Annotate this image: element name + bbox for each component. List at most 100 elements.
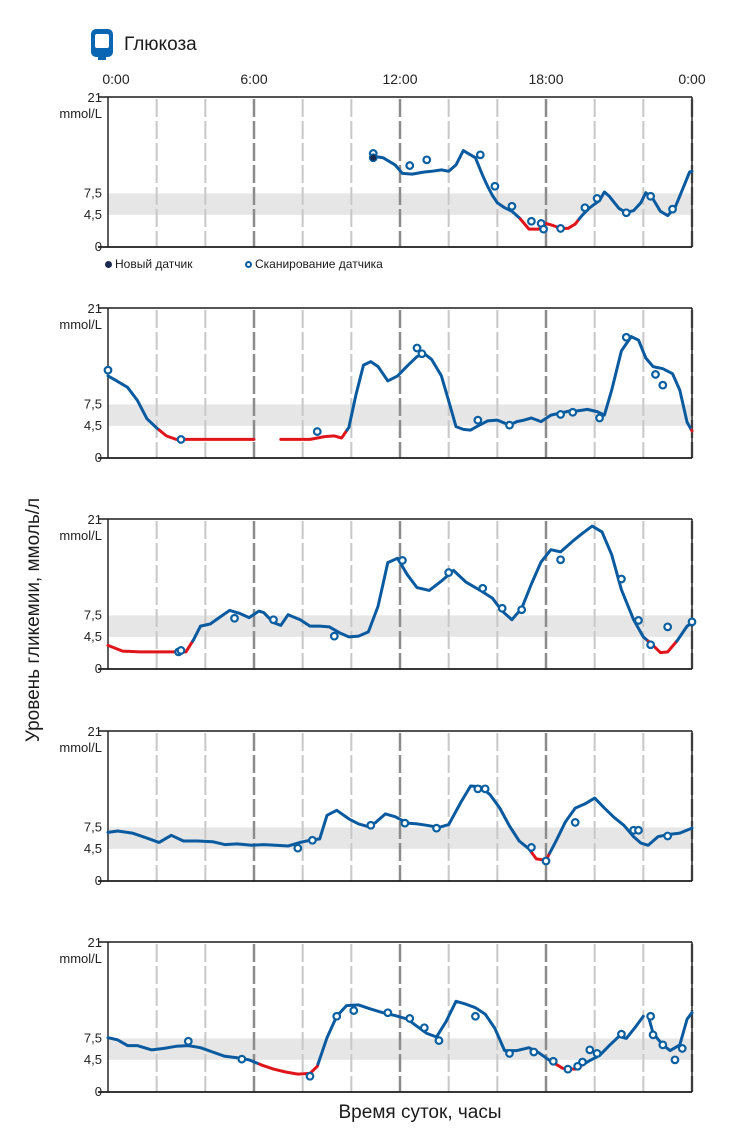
x-tick-label: 18:00	[528, 71, 563, 87]
low-glucose-line	[530, 851, 552, 862]
y-tick-label: 0	[95, 661, 102, 676]
y-tick-label: 4,5	[84, 207, 102, 222]
scan-marker	[349, 1006, 359, 1015]
new-sensor-marker	[370, 154, 377, 161]
y-unit-label: mmol/L	[59, 528, 102, 543]
y-tick-label: 21	[88, 90, 102, 105]
scan-marker	[527, 216, 536, 226]
scan-marker	[405, 1014, 415, 1023]
glucose-line	[316, 999, 558, 1066]
scan-marker	[422, 155, 432, 165]
scan-marker	[490, 181, 500, 191]
scan-marker-icon	[245, 261, 252, 269]
scan-marker	[570, 818, 580, 827]
y-tick-label: 21	[88, 512, 102, 527]
scan-marker	[507, 201, 517, 211]
scan-marker	[237, 1054, 247, 1064]
glucose-line	[582, 1014, 645, 1066]
scan-marker	[473, 415, 483, 425]
legend-item-new-sensor: Новый датчик	[105, 257, 193, 271]
scan-marker	[670, 1055, 680, 1065]
scan-marker	[312, 427, 322, 436]
scan-marker	[668, 204, 677, 214]
y-tick-label: 4,5	[84, 1052, 102, 1067]
legend-label-new-sensor: Новый датчик	[115, 257, 193, 271]
low-glucose-line	[157, 428, 256, 441]
scan-marker	[475, 150, 485, 160]
y-unit-label: mmol/L	[59, 951, 102, 966]
y-tick-label: 0	[95, 450, 102, 465]
scan-marker	[687, 617, 697, 627]
glucose-line	[345, 335, 694, 432]
y-tick-label: 0	[95, 1084, 102, 1099]
scan-marker	[505, 420, 514, 430]
y-tick-label: 4,5	[84, 418, 102, 433]
scan-marker	[658, 1040, 668, 1050]
scan-marker	[432, 823, 441, 833]
scan-marker	[405, 161, 415, 170]
y-axis-title: Уровень гликемии, ммоль/л	[23, 497, 44, 743]
scan-marker	[663, 831, 673, 841]
glucose-line	[191, 524, 650, 643]
new-sensor-marker-icon	[105, 261, 112, 269]
glucose-reader-icon	[91, 29, 113, 60]
x-tick-label: 12:00	[382, 71, 417, 87]
scan-marker	[103, 365, 113, 375]
x-tick-label: 0:00	[678, 71, 705, 87]
y-tick-label: 7,5	[84, 1030, 102, 1045]
x-axis-title: Время суток, часы	[338, 1102, 502, 1123]
scan-marker	[651, 370, 660, 379]
low-glucose-line	[279, 428, 349, 441]
y-tick-label: 7,5	[84, 607, 102, 622]
scan-marker	[366, 820, 376, 830]
scan-marker	[592, 1049, 602, 1058]
scan-marker	[585, 1045, 595, 1055]
y-tick-label: 4,5	[84, 629, 102, 644]
scan-marker	[556, 555, 565, 565]
scan-marker	[473, 784, 483, 794]
scan-marker	[634, 825, 643, 835]
scan-marker	[480, 784, 490, 794]
scan-marker	[663, 622, 673, 632]
scan-marker	[556, 224, 565, 233]
chart-title: Глюкоза	[124, 34, 197, 55]
scan-marker	[646, 640, 656, 650]
scan-marker	[419, 1023, 429, 1033]
scan-marker	[578, 1057, 587, 1067]
scan-marker	[434, 1036, 444, 1045]
scan-marker	[176, 646, 186, 655]
scan-marker	[230, 613, 239, 623]
y-tick-label: 7,5	[84, 819, 102, 834]
scan-marker	[563, 1064, 573, 1074]
y-tick-label: 21	[88, 301, 102, 316]
legend-label-scan: Сканирование датчика	[255, 257, 383, 271]
glucose-line	[371, 149, 522, 221]
scan-marker	[176, 435, 186, 444]
x-tick-label: 0:00	[102, 71, 129, 87]
scan-marker	[471, 1011, 480, 1021]
y-unit-label: mmol/L	[59, 106, 102, 121]
low-glucose-line	[106, 639, 195, 654]
x-tick-label: 6:00	[240, 71, 267, 87]
y-tick-label: 21	[88, 724, 102, 739]
glucose-line	[106, 374, 161, 432]
scan-marker	[580, 203, 590, 213]
scan-marker	[527, 843, 536, 852]
scan-marker	[183, 1036, 193, 1046]
scan-marker	[529, 1047, 539, 1057]
y-tick-label: 4,5	[84, 841, 102, 856]
scan-marker	[478, 583, 488, 593]
y-unit-label: mmol/L	[59, 317, 102, 332]
scan-marker	[308, 835, 317, 845]
scan-marker	[497, 603, 507, 613]
scan-marker	[658, 380, 668, 390]
scan-marker	[539, 224, 548, 234]
y-tick-label: 0	[95, 873, 102, 888]
scan-marker	[400, 818, 410, 828]
scan-marker	[332, 1011, 342, 1021]
scan-marker	[444, 568, 454, 577]
